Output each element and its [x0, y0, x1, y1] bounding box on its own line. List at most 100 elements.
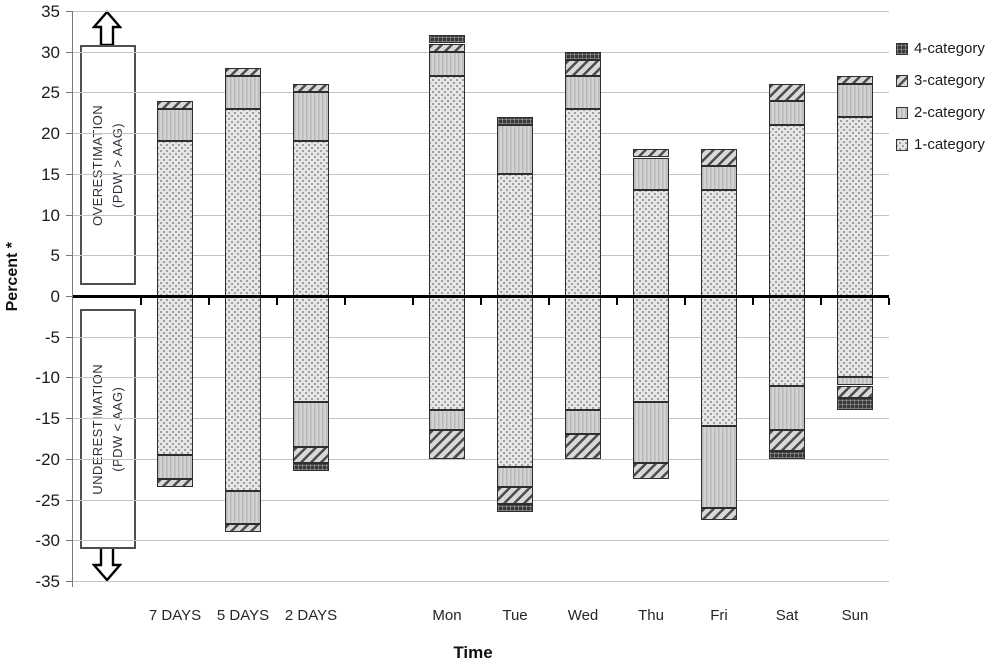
- y-tick-label: 35: [41, 2, 60, 21]
- bar-segment-1-category: [565, 108, 601, 296]
- gridline: [73, 133, 889, 135]
- bar-segment-2-category: [225, 76, 261, 109]
- y-tick-label: 30: [41, 42, 60, 62]
- underestimation-label: UNDERESTIMATION (PDW < AAG): [89, 363, 125, 495]
- bar-segment-3-category: [837, 76, 873, 85]
- y-axis-tick: [66, 173, 72, 175]
- y-tick-label: 15: [41, 164, 60, 184]
- bar-segment-4-category: [497, 116, 533, 125]
- bar-segment-3-category: [429, 43, 465, 52]
- y-axis-line: [72, 11, 73, 587]
- x-tick-label: Sun: [841, 607, 869, 624]
- y-tick-label: -5: [44, 327, 60, 347]
- gridline: [73, 458, 889, 460]
- y-axis-tick: [66, 51, 72, 53]
- bar-segment-1-category: [429, 296, 465, 410]
- x-tick-label: Fri: [710, 607, 728, 624]
- gridline: [73, 581, 889, 582]
- bar-segment-2-category: [497, 467, 533, 488]
- gridline: [73, 173, 889, 175]
- y-tick-label: -10: [35, 368, 60, 388]
- x-axis-tick: [820, 297, 822, 305]
- bar-segment-1-category: [225, 108, 261, 296]
- bar-segment-1-category: [497, 173, 533, 296]
- bar-segment-1-category: [633, 296, 669, 402]
- gridline: [73, 92, 889, 94]
- bar-segment-4-category: [837, 397, 873, 410]
- y-axis-tick: [66, 458, 72, 460]
- gridline: [73, 540, 889, 542]
- y-tick-label: 25: [41, 83, 60, 103]
- bar-segment-1-category: [225, 296, 261, 492]
- bar-segment-3-category: [157, 100, 193, 109]
- gridline: [73, 11, 889, 12]
- bar-segment-1-category: [293, 141, 329, 296]
- y-axis-tick: [66, 296, 72, 297]
- y-axis-tick: [66, 377, 72, 379]
- x-tick-label: Thu: [638, 607, 664, 624]
- overestimation-box: OVERESTIMATION (PDW > AAG): [80, 45, 136, 285]
- underestimation-box: UNDERESTIMATION (PDW < AAG): [80, 309, 136, 549]
- bar-segment-2-category: [429, 51, 465, 77]
- x-tick-label: Tue: [502, 607, 528, 624]
- y-tick-label: -25: [35, 490, 60, 510]
- bar-segment-1-category: [769, 296, 805, 386]
- legend-label: 4-category: [914, 40, 985, 57]
- bar-segment-3-category: [633, 149, 669, 158]
- y-axis-tick: [66, 540, 72, 542]
- bar-segment-3-category: [429, 430, 465, 459]
- y-axis-tick: [66, 214, 72, 216]
- x-tick-label: Sat: [775, 607, 799, 624]
- legend-swatch-3-category: [896, 74, 908, 87]
- up-arrow-icon: [92, 10, 122, 46]
- bar-segment-2-category: [769, 100, 805, 125]
- gridline: [73, 336, 889, 338]
- x-axis-tick: [752, 297, 754, 305]
- x-axis-title: Time: [453, 643, 493, 662]
- legend-swatch-2-category: [896, 106, 908, 119]
- bar-segment-2-category: [701, 426, 737, 508]
- bar-segment-1-category: [837, 296, 873, 378]
- x-tick-label: Wed: [567, 607, 599, 624]
- bar-segment-2-category: [293, 92, 329, 142]
- bar-segment-2-category: [157, 454, 193, 480]
- y-axis-tick: [66, 581, 72, 582]
- gridline: [73, 418, 889, 420]
- bar-segment-2-category: [633, 401, 669, 463]
- gridline: [73, 51, 889, 53]
- bar-segment-2-category: [837, 377, 873, 386]
- gridline: [73, 214, 889, 216]
- x-axis-tick: [684, 297, 686, 305]
- y-tick-label: -20: [35, 449, 60, 469]
- bar-segment-1-category: [293, 296, 329, 402]
- legend-item: 4-category: [896, 40, 985, 57]
- bar-segment-1-category: [157, 141, 193, 296]
- bar-segment-2-category: [701, 165, 737, 191]
- x-axis-tick: [140, 297, 142, 305]
- bar-segment-3-category: [769, 430, 805, 451]
- x-axis-tick: [480, 297, 482, 305]
- x-tick-label: 5 DAYS: [216, 607, 270, 624]
- bar-segment-1-category: [565, 296, 601, 410]
- bar-segment-3-category: [565, 434, 601, 459]
- bar-segment-2-category: [633, 157, 669, 191]
- bar-segment-3-category: [633, 462, 669, 480]
- bar-segment-3-category: [701, 149, 737, 166]
- y-axis-tick: [66, 418, 72, 420]
- y-tick-label: 5: [50, 246, 60, 266]
- y-tick-label: 10: [41, 205, 60, 225]
- bar-segment-2-category: [429, 410, 465, 431]
- legend-label: 2-category: [914, 104, 985, 121]
- x-axis-tick: [616, 297, 618, 305]
- bar-segment-2-category: [565, 76, 601, 109]
- y-tick-label: 0: [50, 287, 60, 306]
- bar-segment-1-category: [769, 125, 805, 296]
- bar-segment-1-category: [633, 190, 669, 296]
- y-tick-label: 20: [41, 124, 60, 144]
- bar-segment-1-category: [837, 116, 873, 296]
- bar-segment-3-category: [565, 59, 601, 77]
- legend-item: 1-category: [896, 136, 985, 153]
- x-axis-tick: [412, 297, 414, 305]
- y-tick-label: -35: [35, 572, 60, 591]
- bar-segment-2-category: [225, 491, 261, 524]
